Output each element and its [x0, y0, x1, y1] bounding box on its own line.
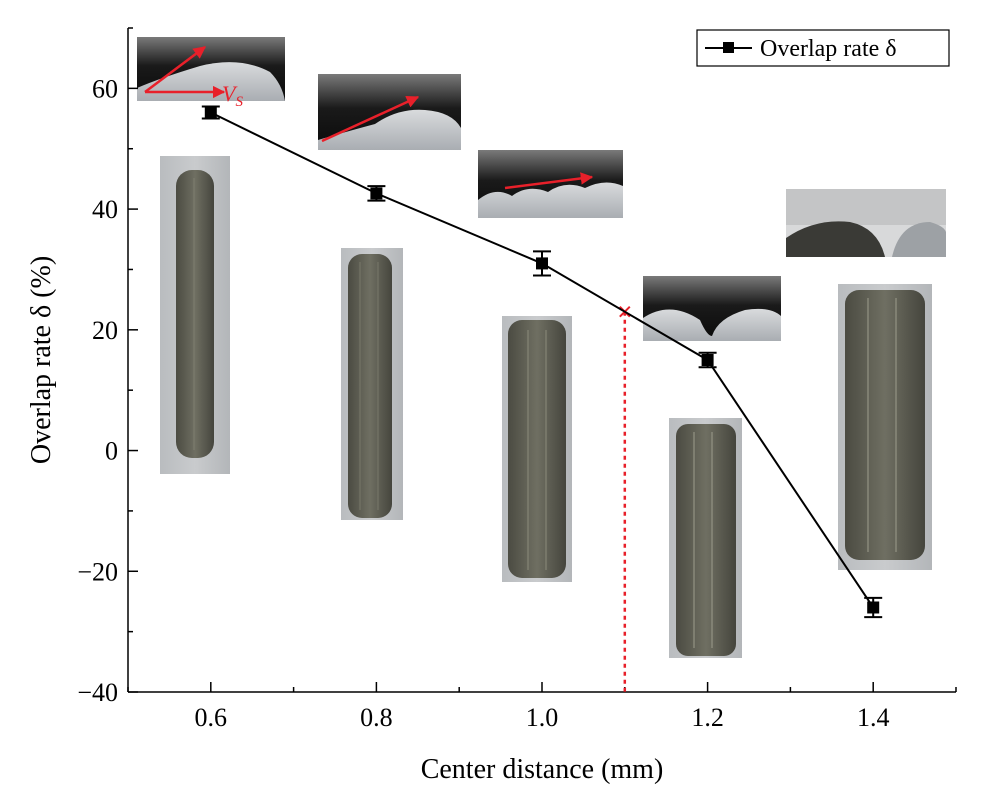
x-tick-label: 0.6: [195, 703, 228, 732]
inset-photos: VS: [137, 37, 946, 658]
cross-section-1-0: [478, 150, 623, 218]
y-axis-ticks: −40 −20 0 20 40 60: [77, 27, 138, 707]
x-axis-ticks: 0.6 0.8 1.0 1.2 1.4: [127, 682, 957, 732]
legend-label: Overlap rate δ: [760, 36, 897, 62]
track-photo-1-4: [838, 284, 932, 570]
x-tick-label: 1.4: [857, 703, 890, 732]
y-tick-label: 60: [92, 74, 118, 103]
track-photo-0-6: [160, 156, 230, 474]
cross-section-1-2: [643, 276, 781, 341]
y-tick-label: 40: [92, 195, 118, 224]
cross-section-1-4: [786, 189, 946, 257]
data-point-marker: [204, 106, 217, 119]
data-point-marker: [370, 187, 383, 200]
x-axis-title: Center distance (mm): [421, 754, 664, 785]
cross-section-0-8: [318, 74, 461, 150]
track-photo-0-8: [341, 248, 403, 520]
data-point-marker: [701, 354, 714, 366]
y-tick-label: −20: [77, 557, 118, 586]
legend-marker: [723, 42, 734, 53]
data-point-marker: [536, 257, 548, 270]
y-axis-title: Overlap rate δ (%): [26, 256, 57, 464]
track-photo-1-0: [502, 316, 572, 582]
legend: Overlap rate δ: [696, 29, 950, 67]
annotations: [619, 306, 631, 692]
y-tick-label: 0: [105, 437, 118, 466]
x-tick-label: 1.0: [526, 703, 559, 732]
data-point-marker: [867, 601, 880, 614]
track-photo-1-2: [669, 418, 742, 658]
x-tick-label: 0.8: [360, 703, 393, 732]
y-tick-label: 20: [92, 316, 118, 345]
series-layer: [201, 105, 883, 619]
y-tick-label: −40: [77, 678, 118, 707]
x-tick-label: 1.2: [691, 703, 724, 732]
cross-section-0-6: VS: [137, 37, 285, 110]
